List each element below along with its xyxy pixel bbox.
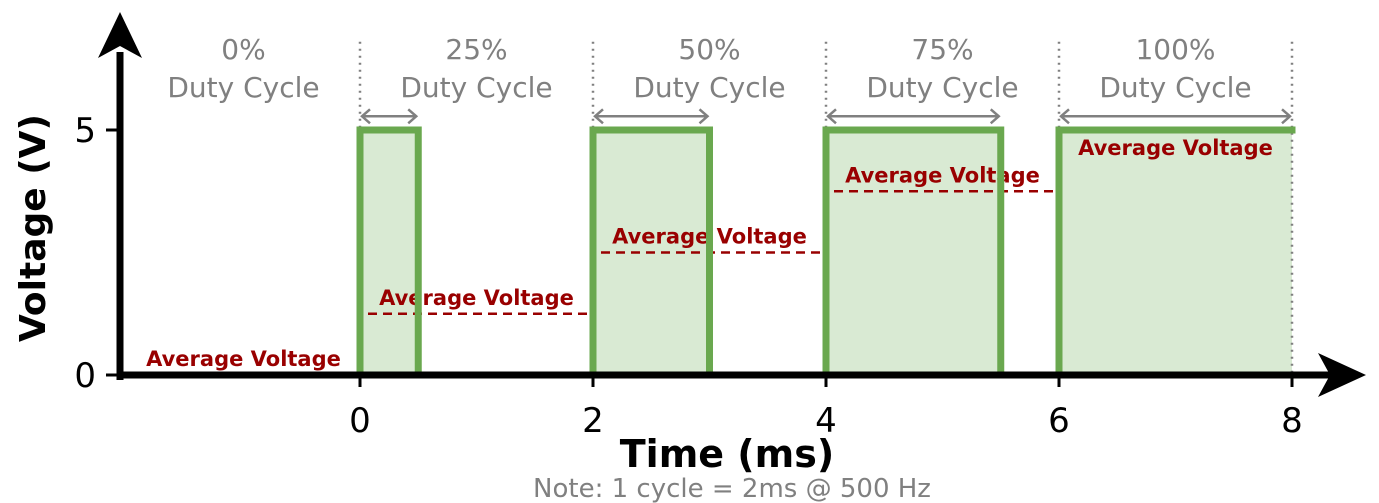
duty-cycle-percent: 75% — [911, 33, 973, 66]
duty-cycle-caption: Duty Cycle — [1099, 71, 1251, 104]
pulse-width-arrowhead-left — [360, 108, 371, 125]
duty-cycle-caption: Duty Cycle — [400, 71, 552, 104]
pulse-width-arrowhead-right — [989, 108, 1001, 125]
x-tick-label: 8 — [1281, 401, 1303, 441]
duty-cycle-percent: 25% — [445, 33, 507, 66]
average-voltage-label: Average Voltage — [146, 347, 341, 371]
pulse-width-arrowhead-right — [407, 108, 419, 125]
x-tick-label: 6 — [1048, 401, 1070, 441]
chart-note: Note: 1 cycle = 2ms @ 500 Hz — [533, 474, 931, 503]
pulse-width-arrowhead-right — [1281, 108, 1292, 125]
duty-cycle-percent: 0% — [221, 33, 265, 66]
y-axis-label: Voltage (V) — [13, 114, 54, 342]
pulse-width-arrowhead-left — [826, 108, 837, 125]
axes-group: 0 2 4 6 8 0 5 — [74, 12, 1366, 441]
pulse-fill — [360, 130, 419, 375]
x-axis-arrowhead — [1318, 353, 1366, 397]
pulse-width-arrowhead-right — [698, 108, 710, 125]
y-tick-label: 0 — [74, 356, 96, 396]
average-voltage-label: Average Voltage — [1078, 136, 1273, 160]
duty-cycle-caption: Duty Cycle — [167, 71, 319, 104]
duty-cycle-percent: 50% — [678, 33, 740, 66]
average-voltage-label: Average Voltage — [379, 286, 574, 310]
pulse-width-arrowhead-left — [593, 108, 604, 125]
x-tick-label: 2 — [582, 401, 604, 441]
duty-cycle-caption: Duty Cycle — [633, 71, 785, 104]
duty-cycle-percent: 100% — [1135, 33, 1215, 66]
x-tick-label: 4 — [815, 401, 837, 441]
x-axis-label: Time (ms) — [620, 432, 835, 476]
pulse-width-arrowhead-left — [1059, 108, 1070, 125]
y-tick-label: 5 — [74, 111, 96, 151]
pulse-width-arrow-group — [360, 108, 1292, 125]
x-tick-label: 0 — [349, 401, 371, 441]
duty-cycle-caption: Duty Cycle — [866, 71, 1018, 104]
duty-cycle-label-group: 0% Duty Cycle 25% Duty Cycle 50% Duty Cycle 75… — [167, 33, 1251, 104]
pulse-fill — [826, 130, 1001, 375]
y-axis-arrowhead — [98, 12, 142, 58]
average-voltage-label: Average Voltage — [845, 163, 1040, 187]
pulse-fill — [1059, 130, 1292, 375]
